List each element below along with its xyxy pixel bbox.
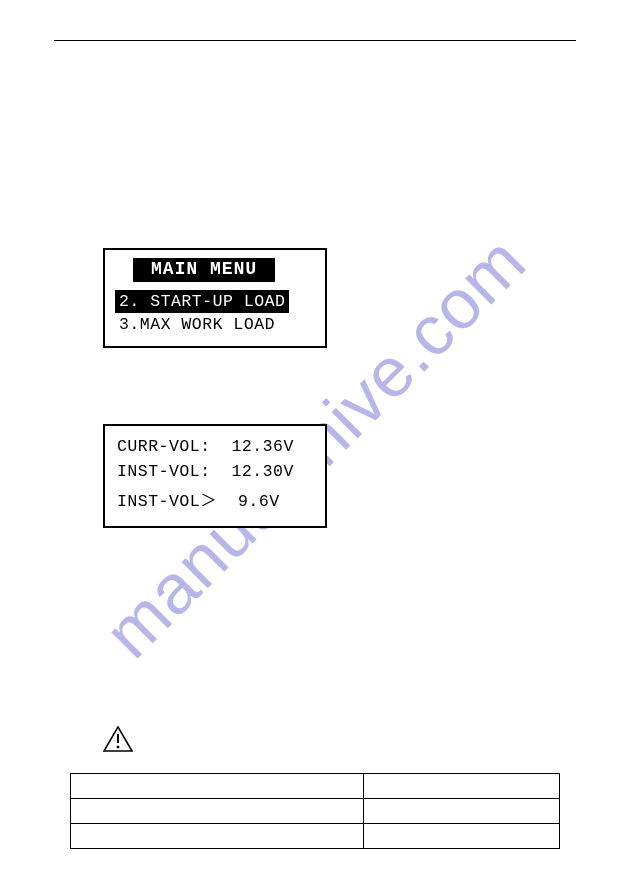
result-table xyxy=(70,773,560,849)
lcd-voltage-readout: CURR-VOL: 12.36V INST-VOL: 12.30V INST-V… xyxy=(103,424,327,528)
volt-value: 12.36V xyxy=(231,437,293,456)
volt-label: CURR-VOL: xyxy=(117,437,211,456)
lcd-main-menu: MAIN MENU 2. START-UP LOAD 3.MAX WORK LO… xyxy=(103,248,327,348)
table-row xyxy=(71,774,560,799)
volt-label: INST-VOL＞ xyxy=(117,492,217,511)
menu-item-max-work-load: 3.MAX WORK LOAD xyxy=(115,313,279,336)
volt-value: 9.6V xyxy=(228,492,280,511)
table-row xyxy=(71,824,560,849)
table-row xyxy=(71,799,560,824)
volt-row-inst1: INST-VOL: 12.30V xyxy=(115,459,315,484)
volt-label: INST-VOL: xyxy=(117,462,211,481)
warning-icon xyxy=(103,726,133,752)
volt-row-curr: CURR-VOL: 12.36V xyxy=(115,434,315,459)
volt-value: 12.30V xyxy=(231,462,293,481)
volt-row-inst2: INST-VOL＞ 9.6V xyxy=(115,484,315,514)
menu-item-startup-load: 2. START-UP LOAD xyxy=(115,290,289,313)
menu-title: MAIN MENU xyxy=(133,258,275,282)
